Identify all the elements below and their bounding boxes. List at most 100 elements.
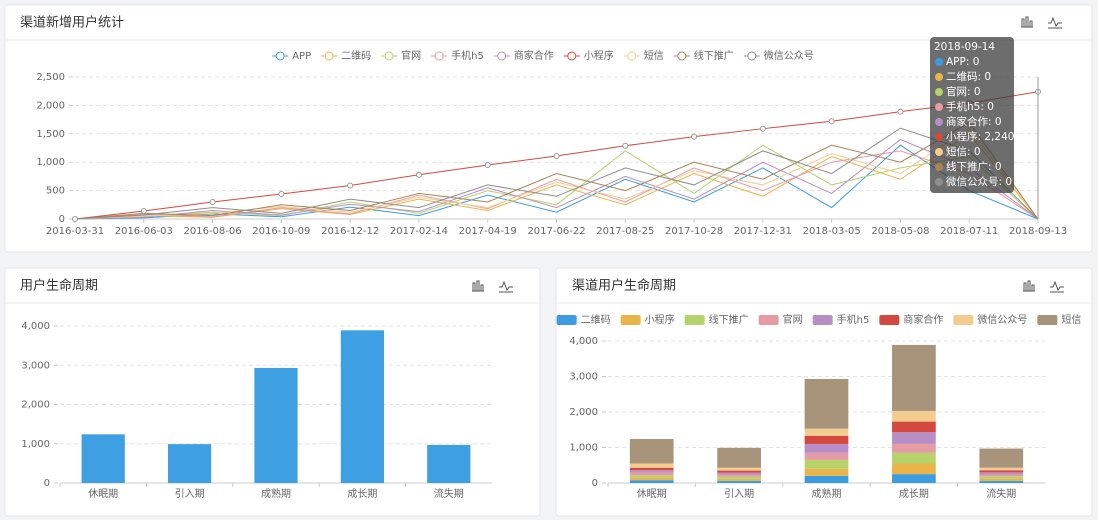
bar-segment <box>892 421 936 433</box>
tooltip-dot <box>935 103 943 111</box>
legend-label: 二维码 <box>581 313 611 326</box>
tooltip-title: 2018-09-14 <box>934 41 995 53</box>
point <box>209 198 216 205</box>
bar <box>254 367 298 483</box>
line-icon[interactable] <box>1050 280 1064 293</box>
bar-segment <box>979 480 1024 483</box>
legend-label: 小程序 <box>645 313 675 326</box>
tooltip-item: APP: 0 <box>946 56 979 68</box>
tooltip-item: 短信: 0 <box>946 145 981 158</box>
legend-item: APP <box>272 51 311 62</box>
legend-label: 线下推广 <box>694 49 734 62</box>
bar-icon[interactable] <box>1023 280 1035 292</box>
y-tick-label: 1,000 <box>569 443 598 454</box>
bar-segment <box>717 447 761 468</box>
point <box>897 108 904 115</box>
tooltip-box <box>930 37 1014 193</box>
point <box>484 162 491 169</box>
x-tick-label: 2018-09-13 <box>1009 226 1067 237</box>
legend-label: 短信 <box>1061 313 1081 326</box>
bar-segment <box>629 470 674 473</box>
bar-segment <box>804 435 849 444</box>
bar-segment <box>629 438 674 464</box>
y-tick-label: 1,000 <box>36 157 65 168</box>
x-tick-label: 休眠期 <box>637 488 667 500</box>
panel-title: 渠道新增用户统计 <box>20 15 124 31</box>
point <box>72 216 78 222</box>
bar-segment <box>804 378 849 429</box>
x-tick-label: 2017-02-14 <box>390 226 448 237</box>
x-tick-label: 成长期 <box>347 488 377 500</box>
legend-label: 微信公众号 <box>977 313 1027 326</box>
legend-item: 短信 <box>623 49 664 62</box>
legend: APP 二维码 官网 手机h5 商家合作 小程序 短信 线下推广 微信公众号 <box>272 49 814 62</box>
bar-segment <box>717 470 761 473</box>
bar-segment <box>629 475 674 478</box>
legend-label: 小程序 <box>584 49 614 62</box>
tooltip-dot <box>935 133 943 141</box>
bar-segment <box>892 432 936 444</box>
legend-item: 微信公众号 <box>743 49 814 62</box>
legend-item: 微信公众号 <box>953 313 1027 326</box>
bar <box>427 444 471 483</box>
line <box>74 127 1039 220</box>
y-tick-label: 3,000 <box>21 360 50 371</box>
tooltip-dot <box>935 163 943 171</box>
bar-segment <box>629 477 674 481</box>
x-tick-label: 2017-06-22 <box>527 226 585 237</box>
tooltip-item: 手机h5: 0 <box>946 100 994 113</box>
tooltip-dot <box>935 178 943 186</box>
legend-symbol <box>1037 315 1058 325</box>
bar <box>340 330 384 483</box>
bar-segment <box>717 472 761 475</box>
x-tick-label: 2018-03-05 <box>803 226 861 237</box>
x-tick-label: 2017-04-19 <box>459 226 517 237</box>
bar-segment <box>892 443 936 453</box>
point <box>553 152 560 159</box>
x-tick-label: 2017-08-25 <box>596 226 654 237</box>
tooltip-dot <box>935 58 943 66</box>
bar-segment <box>804 452 849 460</box>
y-tick-label: 4,000 <box>21 321 50 332</box>
bar-segment <box>892 452 936 464</box>
point <box>828 118 835 125</box>
bar-segment <box>979 448 1024 468</box>
tooltip-dot <box>935 88 943 96</box>
legend-symbol <box>497 51 507 61</box>
x-tick-label: 休眠期 <box>88 488 118 500</box>
legend-item: 小程序 <box>620 313 675 326</box>
bar-segment <box>892 463 936 475</box>
panel-title: 渠道用户生命周期 <box>572 278 676 294</box>
legend-item: 短信 <box>1037 313 1081 326</box>
bar-segment <box>804 443 849 453</box>
x-tick-label: 2016-10-09 <box>252 226 310 237</box>
legend-symbol <box>953 315 974 325</box>
x-tick-label: 成熟期 <box>812 487 842 500</box>
legend-symbol <box>879 315 900 325</box>
line <box>74 121 1039 220</box>
legend: 二维码 小程序 线下推广 官网 手机h5 商家合作 微信公众号 短信 <box>556 313 1081 326</box>
legend-item: 手机h5 <box>431 49 484 62</box>
line-icon[interactable] <box>499 280 513 293</box>
bar-segment <box>717 474 761 477</box>
bar-segment <box>804 459 849 469</box>
bar-segment <box>629 472 674 476</box>
x-tick-label: 成熟期 <box>261 487 291 500</box>
point <box>691 133 698 140</box>
line-icon[interactable] <box>1048 16 1062 29</box>
bar-icon[interactable] <box>1021 16 1033 28</box>
legend-symbol <box>747 51 757 61</box>
legend-item: 官网 <box>381 49 421 62</box>
legend-item: 商家合作 <box>879 313 943 326</box>
bar-segment <box>979 476 1024 479</box>
y-tick-label: 2,000 <box>21 400 50 411</box>
bar-icon[interactable] <box>472 280 484 292</box>
x-tick-label: 2018-07-11 <box>940 226 998 237</box>
y-tick-label: 0 <box>592 478 598 489</box>
legend-item: 线下推广 <box>673 49 734 62</box>
bar-segment <box>892 344 936 411</box>
legend-label: 线下推广 <box>709 313 749 326</box>
legend-item: 小程序 <box>563 49 614 62</box>
legend-label: 二维码 <box>341 49 371 62</box>
